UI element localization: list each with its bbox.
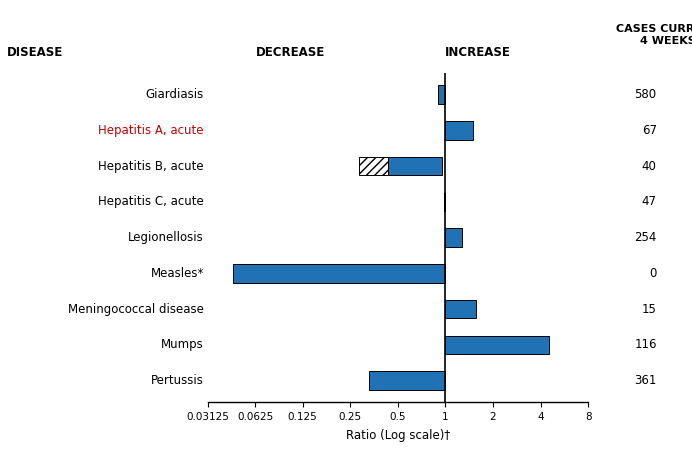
Text: 0: 0 — [649, 267, 657, 280]
Text: 15: 15 — [642, 303, 657, 316]
Text: Giardiasis: Giardiasis — [145, 88, 203, 101]
Bar — [446, 121, 473, 140]
Text: 580: 580 — [635, 88, 657, 101]
Bar — [446, 228, 462, 247]
Bar — [233, 264, 446, 283]
Text: Legionellosis: Legionellosis — [128, 231, 203, 244]
Text: 67: 67 — [641, 124, 657, 137]
Text: DECREASE: DECREASE — [256, 47, 325, 59]
Text: Hepatitis C, acute: Hepatitis C, acute — [98, 196, 203, 208]
Text: 254: 254 — [635, 231, 657, 244]
Text: 40: 40 — [642, 159, 657, 173]
Text: 116: 116 — [634, 339, 657, 351]
Text: Pertussis: Pertussis — [151, 374, 203, 387]
Text: Hepatitis B, acute: Hepatitis B, acute — [98, 159, 203, 173]
X-axis label: Ratio (Log scale)†: Ratio (Log scale)† — [346, 429, 450, 442]
Text: Measles*: Measles* — [150, 267, 203, 280]
Text: CASES CURRENT
4 WEEKS: CASES CURRENT 4 WEEKS — [617, 24, 692, 46]
Text: DISEASE: DISEASE — [7, 47, 63, 59]
Bar — [359, 157, 388, 175]
Text: 47: 47 — [641, 196, 657, 208]
Bar — [438, 85, 446, 104]
Text: Meningococcal disease: Meningococcal disease — [68, 303, 203, 316]
Bar — [370, 372, 446, 390]
Bar — [446, 335, 549, 354]
Text: Mumps: Mumps — [161, 339, 203, 351]
Bar — [446, 300, 475, 319]
Bar — [444, 192, 446, 211]
Bar — [388, 157, 442, 175]
Text: INCREASE: INCREASE — [444, 47, 511, 59]
Text: 361: 361 — [635, 374, 657, 387]
Text: Hepatitis A, acute: Hepatitis A, acute — [98, 124, 203, 137]
